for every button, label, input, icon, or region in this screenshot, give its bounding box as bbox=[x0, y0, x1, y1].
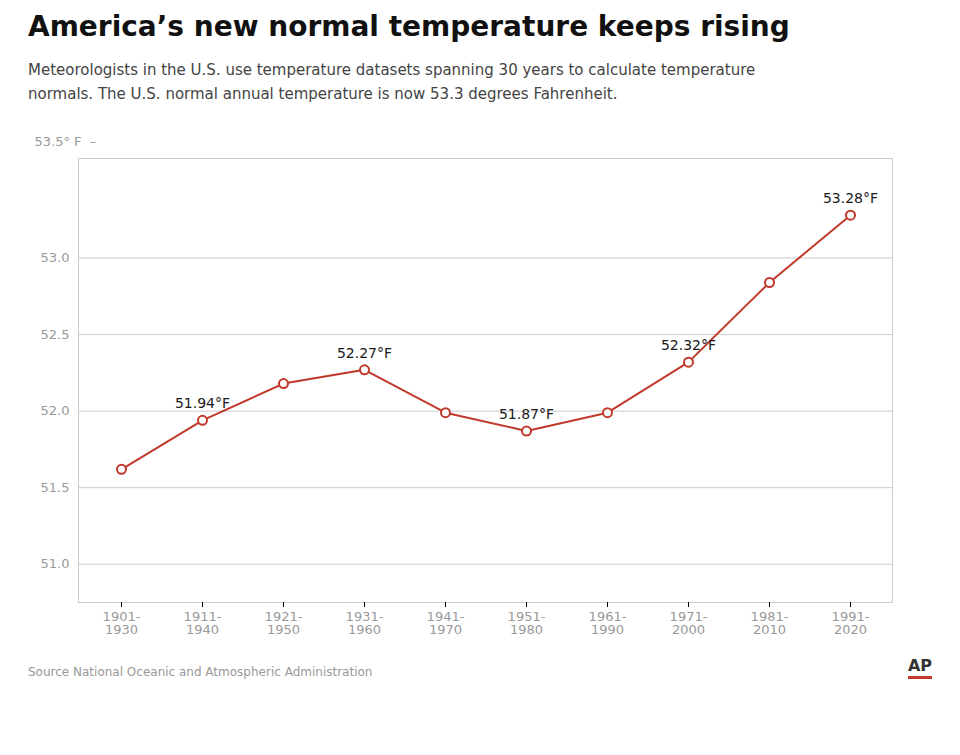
svg-text:1981-2010: 1981-2010 bbox=[751, 608, 789, 636]
html-text:AP: AP bbox=[907, 655, 932, 675]
svg-text:52.27°F: 52.27°F bbox=[337, 344, 392, 360]
html-text:Source National Oceanic and At: Source National Oceanic and Atmospheric … bbox=[28, 664, 373, 679]
svg-text:51.87°F: 51.87°F bbox=[499, 406, 554, 422]
svg-text:1971-2000: 1971-2000 bbox=[670, 608, 708, 636]
svg-text:1921-1950: 1921-1950 bbox=[265, 608, 303, 636]
svg-text:52.0: 52.0 bbox=[41, 403, 70, 418]
svg-text:52.32°F: 52.32°F bbox=[661, 337, 716, 353]
svg-text:1961-1990: 1961-1990 bbox=[589, 608, 627, 636]
svg-text:1951-1980: 1951-1980 bbox=[508, 608, 546, 636]
svg-text:52.5: 52.5 bbox=[41, 326, 70, 341]
svg-text:53.28°F: 53.28°F bbox=[823, 190, 878, 206]
svg-text:51.94°F: 51.94°F bbox=[175, 395, 230, 411]
svg-text:1991-2020: 1991-2020 bbox=[832, 608, 870, 636]
svg-text:1911-1940: 1911-1940 bbox=[184, 608, 222, 636]
html-text:America’s new normal temperatu: America’s new normal temperature keeps r… bbox=[28, 10, 790, 43]
svg-text:51.5: 51.5 bbox=[41, 479, 70, 494]
svg-text:1901-1930: 1901-1930 bbox=[103, 608, 141, 636]
svg-text:53.5° F –: 53.5° F – bbox=[35, 133, 97, 148]
html-text:Meteorologists in the U.S. use: Meteorologists in the U.S. use temperatu… bbox=[28, 60, 756, 103]
svg-text:1941-1970: 1941-1970 bbox=[427, 608, 465, 636]
svg-text:1931-1960: 1931-1960 bbox=[346, 608, 384, 636]
svg-text:51.0: 51.0 bbox=[41, 556, 70, 571]
svg-text:53.0: 53.0 bbox=[41, 250, 70, 265]
